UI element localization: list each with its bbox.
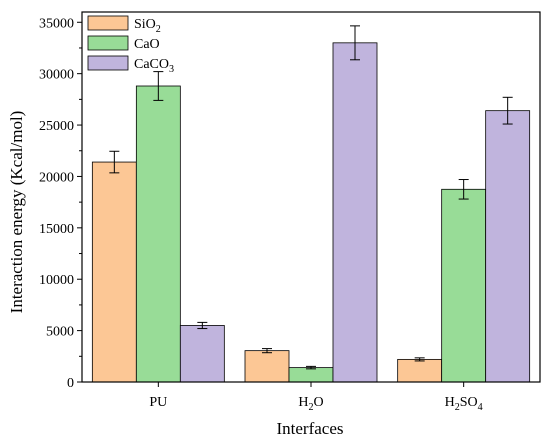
x-axis-title: Interfaces bbox=[276, 419, 343, 438]
bar-SiO2-H2SO4 bbox=[397, 358, 443, 383]
legend-swatch-CaO bbox=[87, 35, 129, 51]
bar-CaCO3-H2O bbox=[332, 42, 378, 383]
bar-CaO-H2O bbox=[288, 367, 334, 383]
y-tick-label-15000: 15000 bbox=[39, 222, 74, 237]
bar-CaO-PU bbox=[135, 85, 181, 383]
legend-swatch-SiO2 bbox=[87, 15, 129, 31]
bar-CaCO3-H2SO4 bbox=[485, 110, 531, 383]
error-bars-layer bbox=[109, 25, 513, 370]
legend-swatch-CaCO3 bbox=[87, 55, 129, 71]
bar-CaCO3-PU bbox=[179, 325, 225, 383]
legend-label-CaCO3: CaCO3 bbox=[134, 57, 174, 75]
y-tick-label-0: 0 bbox=[67, 376, 74, 391]
legend: SiO2 CaO CaCO3 bbox=[87, 15, 174, 75]
x-tick-label-PU: PU bbox=[149, 395, 167, 410]
axes-layer: PU H2O H2SO4 0 5000 10000 15000 20000 25000 30000… bbox=[39, 11, 541, 413]
bars-layer bbox=[91, 42, 531, 383]
bar-SiO2-PU bbox=[91, 161, 137, 383]
y-tick-label-35000: 35000 bbox=[39, 16, 74, 31]
x-tick-label-H2SO4: H2SO4 bbox=[445, 395, 483, 413]
y-tick-label-10000: 10000 bbox=[39, 273, 74, 288]
y-tick-label-20000: 20000 bbox=[39, 170, 74, 185]
plot-frame bbox=[81, 11, 541, 383]
bar-CaO-H2SO4 bbox=[441, 188, 487, 383]
x-tick-label-H2O: H2O bbox=[298, 395, 323, 413]
y-tick-label-25000: 25000 bbox=[39, 119, 74, 134]
legend-label-CaO: CaO bbox=[134, 37, 160, 52]
bar-SiO2-H2O bbox=[244, 350, 290, 383]
y-tick-label-30000: 30000 bbox=[39, 68, 74, 83]
legend-label-SiO2: SiO2 bbox=[134, 17, 161, 35]
y-tick-label-5000: 5000 bbox=[46, 325, 74, 340]
y-axis-title: Interaction energy (Kcal/mol) bbox=[7, 111, 26, 314]
